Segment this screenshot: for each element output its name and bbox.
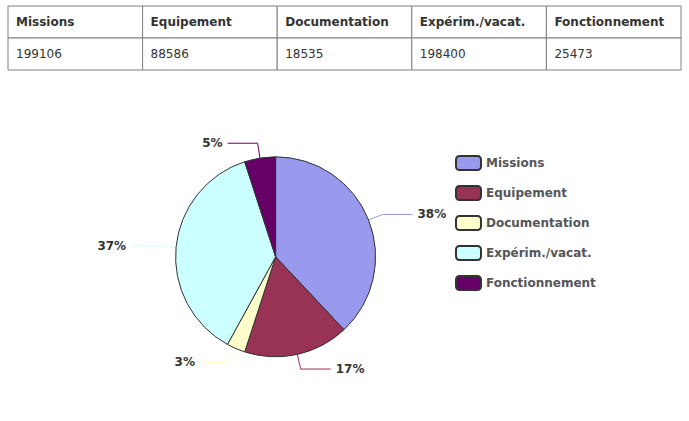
svg-text:Fonctionnement: Fonctionnement: [554, 15, 664, 29]
svg-text:Documentation: Documentation: [486, 216, 590, 230]
svg-text:Missions: Missions: [486, 156, 544, 170]
svg-text:5%: 5%: [202, 136, 222, 150]
svg-text:198400: 198400: [420, 47, 466, 61]
svg-text:88586: 88586: [151, 47, 189, 61]
svg-text:37%: 37%: [97, 239, 126, 253]
svg-text:Expérim./vacat.: Expérim./vacat.: [486, 246, 592, 260]
svg-text:18535: 18535: [285, 47, 323, 61]
svg-text:199106: 199106: [16, 47, 62, 61]
svg-text:17%: 17%: [336, 362, 365, 376]
svg-text:3%: 3%: [175, 355, 195, 369]
svg-text:25473: 25473: [554, 47, 592, 61]
svg-text:Documentation: Documentation: [285, 15, 389, 29]
svg-text:Equipement: Equipement: [486, 186, 567, 200]
svg-text:Missions: Missions: [16, 15, 74, 29]
svg-text:38%: 38%: [418, 207, 447, 221]
svg-text:Equipement: Equipement: [151, 15, 232, 29]
svg-text:Expérim./vacat.: Expérim./vacat.: [420, 15, 526, 29]
svg-text:Fonctionnement: Fonctionnement: [486, 276, 596, 290]
